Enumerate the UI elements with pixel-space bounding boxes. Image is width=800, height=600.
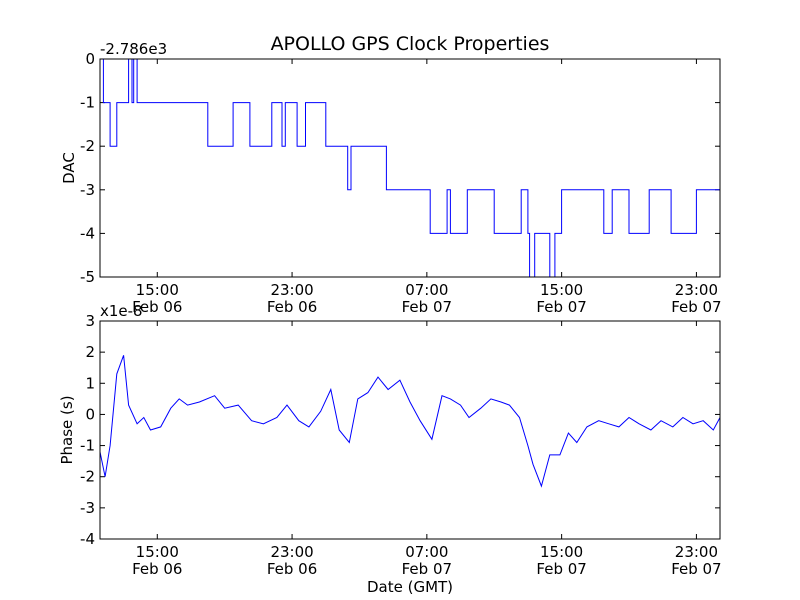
y-tick-label: -2 (80, 468, 95, 486)
y-tick-label: 3 (85, 312, 95, 330)
chart-title: APOLLO GPS Clock Properties (271, 33, 550, 55)
phase-offset-label: x1e-8 (100, 302, 143, 320)
x-tick-date-label: Feb 07 (402, 560, 452, 578)
dac-series-line (100, 58, 721, 278)
dac-y-ticks: 0 -1 -2 -3 -4 -5 (80, 50, 720, 286)
y-tick-label: -1 (80, 437, 95, 455)
y-tick-label: 0 (85, 405, 95, 423)
x-tick-date-label: Feb 07 (536, 298, 586, 316)
phase-series-line (99, 355, 721, 488)
x-tick-time-label: 15:00 (136, 281, 179, 299)
y-tick-label: -3 (80, 499, 95, 517)
y-tick-label: -1 (80, 94, 95, 112)
x-tick-date-label: Feb 06 (267, 298, 317, 316)
dac-y-axis-label: DAC (60, 152, 78, 184)
x-tick-time-label: 23:00 (675, 543, 718, 561)
x-tick-date-label: Feb 07 (671, 298, 721, 316)
y-tick-label: -3 (80, 181, 95, 199)
x-tick-time-label: 15:00 (540, 543, 583, 561)
dac-offset-label: -2.786e3 (100, 40, 167, 58)
y-tick-label: -4 (80, 530, 95, 548)
y-tick-label: 0 (85, 50, 95, 68)
y-tick-label: 1 (85, 374, 95, 392)
x-tick-time-label: 07:00 (405, 543, 448, 561)
x-tick-time-label: 23:00 (270, 543, 313, 561)
y-tick-label: -5 (80, 268, 95, 286)
dac-plot-frame (99, 58, 721, 278)
x-tick-date-label: Feb 07 (671, 560, 721, 578)
y-tick-label: 2 (85, 343, 95, 361)
x-tick-time-label: 23:00 (675, 281, 718, 299)
x-tick-date-label: Feb 07 (402, 298, 452, 316)
phase-x-axis-label: Date (GMT) (367, 578, 453, 596)
phase-y-ticks: 3 2 1 0 -1 -2 -3 -4 (80, 312, 720, 548)
phase-plot-frame (99, 320, 721, 540)
phase-y-axis-label: Phase (s) (58, 395, 76, 464)
x-tick-date-label: Feb 06 (132, 560, 182, 578)
x-tick-date-label: Feb 07 (536, 560, 586, 578)
x-tick-date-label: Feb 06 (132, 298, 182, 316)
x-tick-time-label: 15:00 (136, 543, 179, 561)
x-tick-date-label: Feb 06 (267, 560, 317, 578)
y-tick-label: -2 (80, 137, 95, 155)
x-tick-time-label: 23:00 (270, 281, 313, 299)
x-tick-time-label: 07:00 (405, 281, 448, 299)
y-tick-label: -4 (80, 224, 95, 242)
x-tick-time-label: 15:00 (540, 281, 583, 299)
